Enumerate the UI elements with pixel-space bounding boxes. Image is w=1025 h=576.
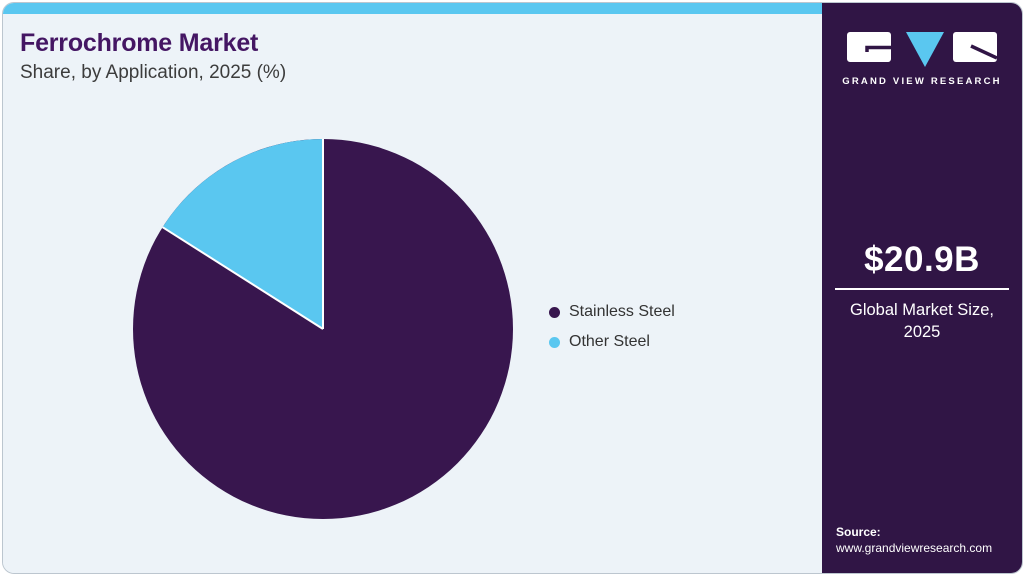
brand-name: GRAND VIEW RESEARCH [842, 76, 1002, 87]
pie-separator-left [162, 226, 324, 330]
page-subtitle: Share, by Application, 2025 (%) [20, 62, 287, 83]
market-size-value: $20.9B [864, 240, 980, 279]
market-size-block: $20.9B Global Market Size, 2025 [822, 241, 1022, 343]
legend-item-other-steel: Other Steel [549, 334, 675, 350]
stat-divider [835, 288, 1009, 290]
legend-label-other-steel: Other Steel [569, 333, 650, 350]
pie-slice-other-steel [162, 139, 323, 329]
pie-chart [133, 139, 513, 519]
source-label: Source: [836, 525, 881, 539]
chart-legend: Stainless Steel Other Steel [549, 304, 675, 364]
page-title: Ferrochrome Market [20, 29, 259, 57]
logo-r-glyph [970, 44, 997, 60]
chart-header: Ferrochrome Market Share, by Application… [20, 28, 286, 85]
legend-dot-stainless-steel [549, 306, 560, 318]
chart-area: Ferrochrome Market Share, by Application… [3, 3, 822, 573]
legend-label-stainless-steel: Stainless Steel [569, 303, 675, 320]
market-size-label: Global Market Size, 2025 [850, 301, 994, 341]
brand-logo: GRAND VIEW RESEARCH [822, 29, 1022, 87]
gvr-logo-icon [847, 32, 997, 67]
logo-v-triangle [906, 32, 944, 67]
legend-dot-other-steel [549, 336, 560, 348]
legend-item-stainless-steel: Stainless Steel [549, 304, 675, 320]
accent-top-bar [3, 3, 822, 14]
brand-sidebar: GRAND VIEW RESEARCH $20.9B Global Market… [822, 3, 1022, 573]
source-url: www.grandviewresearch.com [836, 541, 993, 555]
source-block: Source: www.grandviewresearch.com [836, 524, 992, 556]
logo-g-glyph [865, 45, 891, 52]
